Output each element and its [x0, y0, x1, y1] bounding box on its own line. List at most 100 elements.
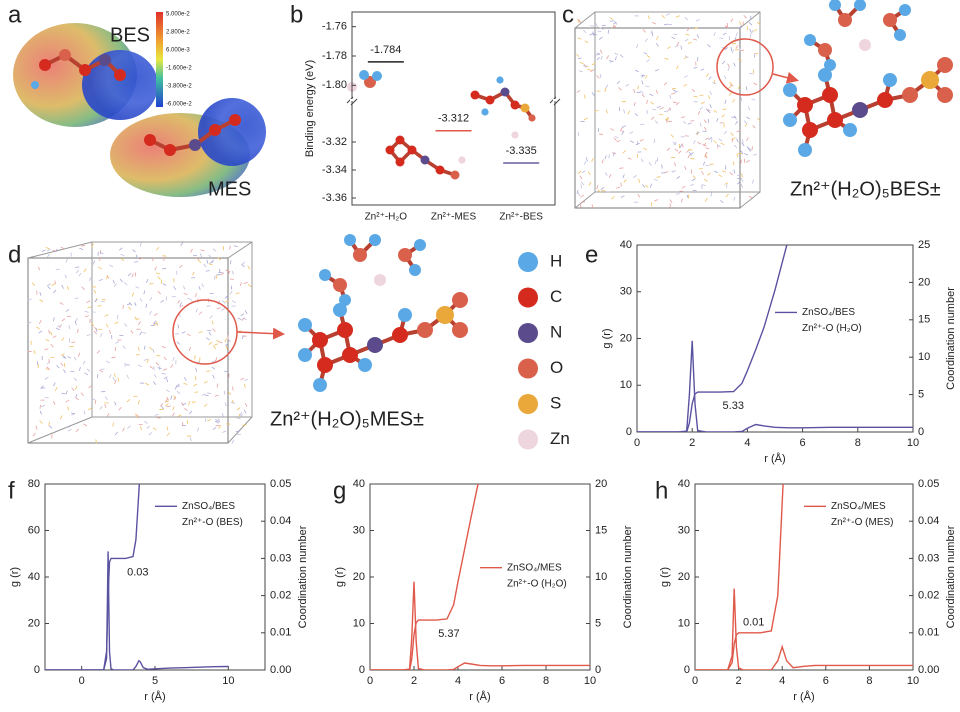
atom-label: H: [550, 251, 562, 270]
atom: [824, 59, 836, 71]
solvent-molecule: [63, 363, 66, 368]
atom: [854, 0, 866, 11]
solvent-molecule: [739, 47, 741, 52]
solvent-molecule: [625, 83, 630, 87]
y-axis-label: g (r): [334, 567, 346, 587]
atom: [802, 122, 818, 138]
solvent-molecule: [61, 284, 64, 289]
solvent-molecule: [650, 29, 653, 35]
solvent-molecule: [672, 141, 677, 146]
solvent-molecule: [166, 432, 170, 437]
solvent-molecule: [578, 19, 581, 23]
solvent-molecule: [707, 44, 711, 48]
x-tick-label: 5: [152, 675, 158, 687]
atom: [818, 43, 832, 57]
atom-label: S: [550, 393, 561, 412]
solvent-molecule: [634, 69, 639, 73]
atom: [395, 135, 405, 145]
panel-letter: e: [585, 241, 598, 268]
atom: [804, 34, 816, 46]
solvent-molecule: [233, 245, 238, 248]
x-tick-label: 4: [779, 675, 785, 687]
solvent-molecule: [46, 248, 51, 252]
solvent-molecule: [685, 149, 690, 153]
atom: [359, 70, 369, 80]
solvent-molecule: [241, 335, 244, 340]
solvent-molecule: [701, 184, 706, 186]
solvent-molecule: [201, 283, 204, 288]
value-label: -1.784: [370, 44, 401, 56]
atom: [485, 95, 495, 105]
solvent-molecule: [243, 378, 248, 381]
solvent-molecule: [721, 114, 726, 118]
solvent-molecule: [242, 317, 247, 321]
solvent-molecule: [641, 80, 644, 85]
solvent-molecule: [156, 246, 160, 251]
solvent-molecule: [600, 187, 605, 190]
legend-note: Zn²⁺-O (H₂O): [507, 578, 567, 589]
solvent-molecule: [688, 151, 692, 156]
colorbar-label: -1.600e-2: [166, 66, 192, 72]
solvent-molecule: [73, 356, 77, 361]
solvent-molecule: [212, 426, 217, 430]
coordination-line: [695, 484, 784, 670]
solvent-molecule: [114, 401, 117, 406]
esp-surface: [13, 23, 266, 197]
solvent-molecule: [64, 274, 68, 279]
solvent-molecule: [676, 176, 681, 179]
solvent-molecule: [640, 74, 645, 77]
solvent-molecule: [86, 300, 91, 304]
y2-tick-label: 10: [595, 571, 607, 583]
solvent-molecule: [704, 137, 709, 140]
atom: [372, 71, 382, 81]
solvent-molecule: [723, 130, 727, 135]
solvent-molecule: [74, 297, 79, 300]
solvent-molecule: [674, 90, 679, 93]
solvent-molecule: [149, 310, 152, 315]
solvent-molecule: [681, 143, 684, 148]
y2-tick-label: 0.03: [918, 552, 939, 564]
solvent-molecule: [189, 437, 192, 442]
y-tick-label: 10: [620, 379, 632, 391]
solvent-molecule: [75, 266, 80, 268]
solvent-molecule: [221, 412, 224, 417]
solvent-molecule: [673, 33, 678, 36]
solvent-molecule: [195, 293, 197, 298]
solvent-molecule: [683, 75, 688, 78]
legend-note: Zn²⁺-O (H₂O): [802, 323, 862, 334]
solvent-molecule: [32, 432, 36, 437]
solvent-molecule: [198, 331, 203, 334]
solvent-molecule: [740, 159, 742, 164]
solvent-molecule: [718, 174, 723, 178]
solvent-molecule: [127, 273, 132, 277]
atom: [859, 39, 871, 51]
solvent-molecule: [46, 253, 50, 258]
solvent-molecule: [67, 406, 70, 411]
legend-note: Zn²⁺-O (BES): [182, 517, 243, 528]
x-tick-label: 0: [692, 675, 698, 687]
solvent-molecule: [106, 275, 110, 279]
solvent-molecule: [131, 273, 134, 278]
solvent-molecule: [743, 14, 747, 19]
solvent-molecule: [114, 321, 119, 324]
atom: [319, 269, 331, 281]
solvent-molecule: [149, 282, 154, 285]
solvent-molecule: [736, 129, 741, 133]
solvent-molecule: [669, 94, 672, 99]
solvent-molecule: [91, 286, 96, 288]
solvent-molecule: [81, 286, 85, 291]
solvent-molecule: [727, 66, 730, 72]
solvent-molecule: [607, 29, 610, 34]
solvent-molecule: [212, 374, 215, 379]
solvent-molecule: [756, 117, 761, 122]
solvent-molecule: [695, 131, 700, 135]
solvent-molecule: [91, 398, 96, 401]
solvent-molecule: [703, 161, 705, 166]
atom: [344, 234, 356, 246]
rdf-line: [695, 588, 913, 670]
solvent-molecule: [201, 393, 206, 397]
atom: [883, 13, 897, 27]
solvent-molecule: [724, 25, 729, 29]
solvent-molecule: [616, 80, 621, 85]
solvent-molecule: [120, 257, 125, 262]
